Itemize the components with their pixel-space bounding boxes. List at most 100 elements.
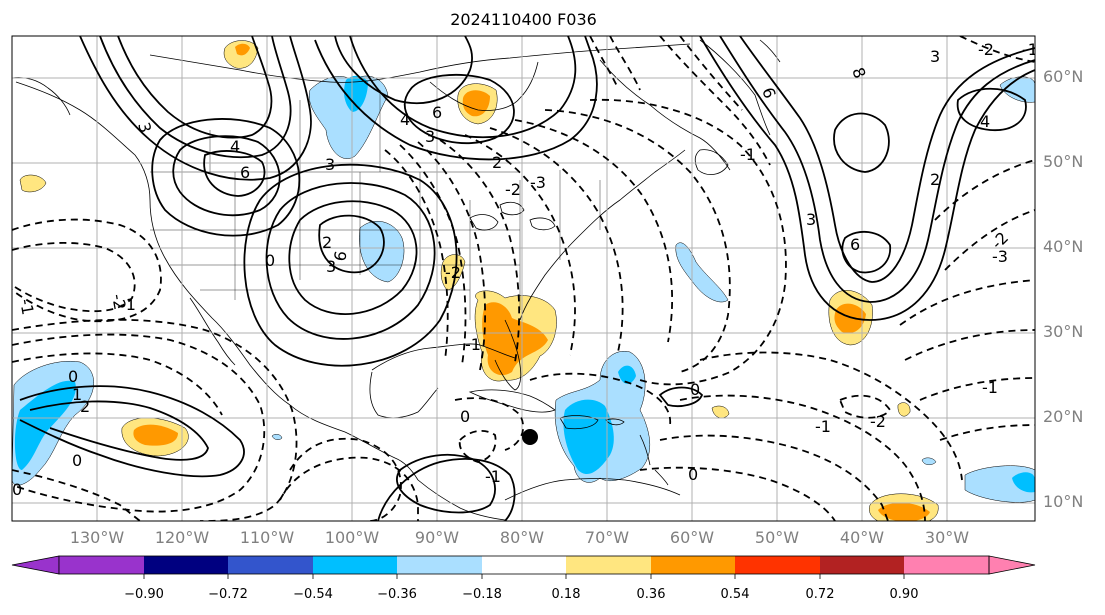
- lon-label: 130°W: [69, 528, 125, 547]
- contour-label: 6: [432, 103, 442, 122]
- shaded-anomalies: [12, 40, 1035, 521]
- lon-label: 30°W: [924, 528, 970, 547]
- colorbar-tick-label: 0.54: [720, 587, 750, 602]
- contour-label: 4: [980, 112, 990, 131]
- contour-label: -1: [982, 378, 998, 397]
- lon-label: 90°W: [414, 528, 460, 547]
- alaska-coastline: [12, 77, 71, 116]
- east-coast-coastline: [519, 149, 686, 321]
- positive-anomaly-shading: [834, 303, 866, 334]
- lat-label: 60°N: [1043, 67, 1084, 86]
- lat-label: 50°N: [1043, 152, 1084, 171]
- mexico-gulf-coastline: [369, 371, 439, 419]
- dashed-contours: [12, 36, 1035, 521]
- contour-label: 3: [425, 127, 435, 146]
- negative-anomaly-shading: [271, 434, 283, 440]
- solid-contours: [19, 36, 1035, 521]
- negative-anomaly-shading: [618, 365, 636, 384]
- positive-anomaly-shading: [711, 405, 730, 419]
- contour-label: -2: [505, 180, 521, 199]
- colorbar-bin: [651, 556, 735, 574]
- colorbar-tick-label: −0.36: [377, 587, 417, 602]
- contour-label: 3: [326, 257, 336, 276]
- contour-label: 2: [930, 170, 940, 189]
- contour-label: 2: [80, 397, 90, 416]
- contour-label: -1: [16, 297, 37, 316]
- contour-label: 6: [330, 249, 350, 262]
- hudson-bay-coastline: [429, 61, 539, 111]
- lon-label: 80°W: [499, 528, 545, 547]
- contour-label: -2: [445, 263, 461, 282]
- lat-label: 10°N: [1043, 492, 1084, 511]
- colorbar-bin: [566, 556, 651, 574]
- colorbar-bin: [228, 556, 313, 574]
- lat-label: 30°N: [1043, 322, 1084, 341]
- contour-label: 3: [930, 47, 940, 66]
- positive-anomaly-shading: [440, 254, 466, 291]
- contour-label: 4: [230, 137, 240, 156]
- lat-label: 20°N: [1043, 407, 1084, 426]
- contour-label: 0: [68, 367, 78, 386]
- map-title: 2024110400 F036: [450, 10, 597, 29]
- contour-label: 0: [12, 480, 22, 499]
- colorbar-tick-label: −0.72: [208, 587, 248, 602]
- colorbar: [11, 555, 1036, 579]
- contour-label: 0: [688, 465, 698, 484]
- contour-label: -3: [992, 247, 1008, 266]
- lon-label: 40°W: [839, 528, 885, 547]
- contour-label: 3: [325, 155, 335, 174]
- contour-label: -1: [1022, 40, 1038, 59]
- positive-anomaly-shading: [133, 424, 178, 446]
- colorbar-tick-label: −0.18: [462, 587, 502, 602]
- colorbar-tick-label: 0.72: [805, 587, 835, 602]
- hispaniola-coastline: [559, 415, 599, 430]
- lon-label: 60°W: [669, 528, 715, 547]
- map-frame: [11, 35, 1036, 522]
- negative-anomaly-shading: [921, 457, 937, 465]
- cuba-coastline: [468, 389, 556, 413]
- colorbar-bin: [820, 556, 904, 574]
- colorbar-tick-label: −0.90: [124, 587, 164, 602]
- negative-anomaly-shading: [1012, 472, 1035, 493]
- central-america-coastline: [417, 479, 506, 521]
- baja-coastline: [189, 297, 236, 366]
- contour-label: -1: [465, 335, 481, 354]
- colorbar-tick-label: 0.18: [551, 587, 581, 602]
- lon-label: 70°W: [584, 528, 630, 547]
- contour-label: -1: [485, 467, 501, 486]
- positive-anomaly-shading: [235, 43, 250, 56]
- colorbar-tick-label: 0.36: [636, 587, 666, 602]
- contour-label: 6: [240, 163, 250, 182]
- contour-label: -3: [530, 173, 546, 192]
- contour-label: 6: [850, 235, 860, 254]
- contour-label: 0: [690, 380, 700, 399]
- lon-label: 50°W: [754, 528, 800, 547]
- storm-marker: [522, 429, 538, 445]
- contour-label: -2: [978, 40, 994, 59]
- contour-label: 4: [400, 110, 410, 129]
- colorbar-extend-low: [11, 555, 60, 575]
- colorbar-frame: [58, 555, 990, 575]
- positive-anomaly-shading: [462, 90, 490, 117]
- gulf-coast-coastline: [371, 343, 516, 371]
- contour-label: 8: [848, 65, 869, 81]
- north-america-coastline: [15, 81, 419, 481]
- colorbar-bin: [397, 556, 482, 574]
- newfoundland-coastline: [694, 149, 729, 175]
- positive-anomaly-shading: [19, 174, 47, 193]
- colorbar-bin: [482, 556, 566, 574]
- colorbar-bin: [904, 556, 989, 574]
- contour-label: 3: [806, 210, 816, 229]
- contour-label: 1: [72, 385, 82, 404]
- negative-anomaly-shading: [14, 380, 76, 470]
- contour-label: -1: [815, 417, 831, 436]
- colorbar-bin: [313, 556, 397, 574]
- great-lakes-outline: [469, 201, 556, 231]
- colorbar-bin: [59, 556, 144, 574]
- graticule: [12, 36, 1035, 521]
- lon-label: 110°W: [239, 528, 295, 547]
- contour-label: 0: [460, 407, 470, 426]
- lat-label: 40°N: [1043, 237, 1084, 256]
- negative-anomaly-shading: [675, 242, 729, 303]
